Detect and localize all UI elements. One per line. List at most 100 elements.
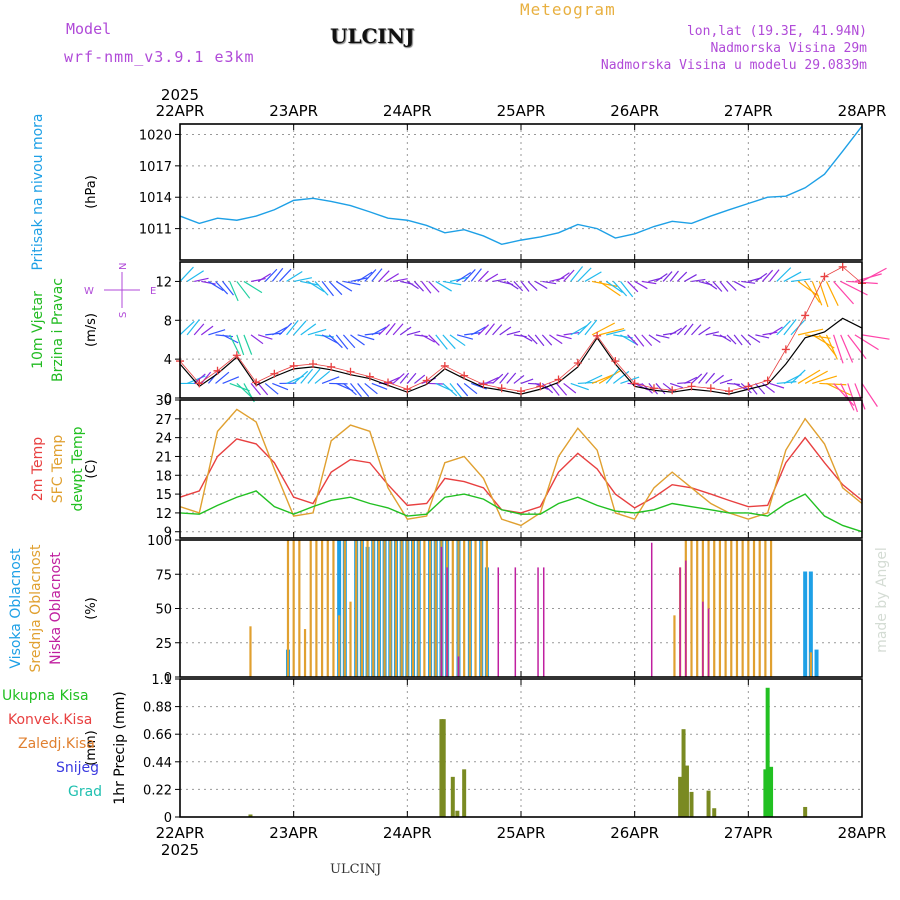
wind-arrow [726,281,737,291]
y-tick-label: 1020 [139,128,172,143]
temp-ylabel-dewpt: dewpt Temp [70,426,86,511]
cloud-bar-1 [400,540,403,677]
wind-arrow [797,328,824,336]
wind-arrow [492,278,507,283]
time-label-bottom: 27APR [724,824,773,842]
wind-arrow [463,269,476,282]
cloud-bar-1 [764,540,767,677]
wind-arrow [456,334,474,340]
wind-arrow [719,378,733,384]
temp-line-1 [179,408,863,527]
wind-arrow [676,324,688,336]
wind-arrow [492,373,504,384]
cloud-bar-1 [457,540,460,677]
wind-arrow [271,267,284,282]
cloud-bar-0 [808,571,813,677]
wind-ylabel: 10m Vjetar [30,291,46,369]
wind-arrow [833,383,855,406]
wind-arrow [534,280,548,290]
wind-arrow [669,327,682,336]
wind-arrow [350,334,365,346]
y-tick-label: 21 [155,450,172,465]
wind-arrow [698,372,708,384]
wind-arrow [364,269,377,282]
wind-arrow [691,324,702,336]
pressure-line [179,125,863,246]
wind-arrow [264,382,279,395]
wind-arrow [591,322,616,336]
cloud-bar-1 [809,652,812,677]
wind-arrow [385,322,396,336]
wind-arrow [812,375,838,385]
wind-arrow [485,323,495,336]
precip-bar [763,769,768,817]
wind-arrow [407,280,419,290]
wind-gust-line [179,266,863,392]
wind-arrow [421,281,432,294]
y-tick-label: 12 [155,275,172,290]
year-label-bottom: 2025 [161,841,199,859]
precip-legend-3: Snijeg [56,760,99,776]
wind-arrow [818,281,829,308]
panel-border [179,539,863,678]
wind-arrow [222,334,239,344]
wind-arrow [371,382,388,390]
wind-arrow [250,383,261,396]
wind-arrow [691,373,703,384]
wind-arrow [790,320,805,336]
wind-arrow [570,324,588,336]
wind-arrow [485,273,499,282]
wind-arrow [534,334,545,347]
precip-bar [684,765,689,817]
wind-arrow [584,374,603,384]
wind-arrow [741,280,756,284]
wind-arrow [684,274,697,282]
wind-arrow [393,278,408,283]
wind-arrow [392,373,405,384]
year-label-top: 2025 [161,86,199,104]
y-tick-label: 12 [155,507,172,522]
wind-arrow [598,369,622,384]
wind-arrow [272,326,288,336]
wind-arrow [542,280,557,285]
wind-arrow [733,334,743,346]
wind-arrow [428,334,440,346]
precip-legend-0: Ukupna Kisa [2,688,89,704]
wind-arrow [556,334,572,340]
y-tick-label: 0.22 [143,783,172,798]
cloud-bar-1 [411,540,415,677]
wind-arrow [790,278,811,283]
wind-arrow [797,369,821,384]
cloud-bar-2 [446,567,448,677]
watermark: made by Angel [874,547,890,653]
cloud-bar-1 [366,540,369,677]
wind-arrow [527,281,538,292]
precip-bar [441,719,446,817]
wind-arrow [449,383,463,399]
y-tick-label: 0.44 [143,756,172,771]
cloud-bar-1 [406,540,409,677]
wind-arrow [243,280,263,294]
precip-bar [689,791,694,817]
wind-arrow [513,374,525,384]
y-tick-label: 0.66 [143,728,172,743]
wind-arrow [229,334,240,355]
wind-arrow [641,334,653,347]
y-tick-label: 1.1 [151,673,172,688]
wind-arrow [222,376,240,384]
wind-arrow [584,271,602,282]
wind-arrow [520,281,530,292]
wind-arrow [321,281,334,297]
wind-arrow [314,281,329,296]
y-tick-label: 0 [164,392,172,407]
wind-arrow [321,376,340,384]
wind-arrow [598,280,621,297]
precip-legend-4: Grad [68,784,102,800]
cloud-bar-1 [349,601,352,677]
wind-arrow [364,382,378,395]
cloud-bar-1 [485,540,488,677]
wind-arrow [769,326,783,336]
cloud-bar-1 [769,540,773,677]
wind-arrow [563,331,580,336]
